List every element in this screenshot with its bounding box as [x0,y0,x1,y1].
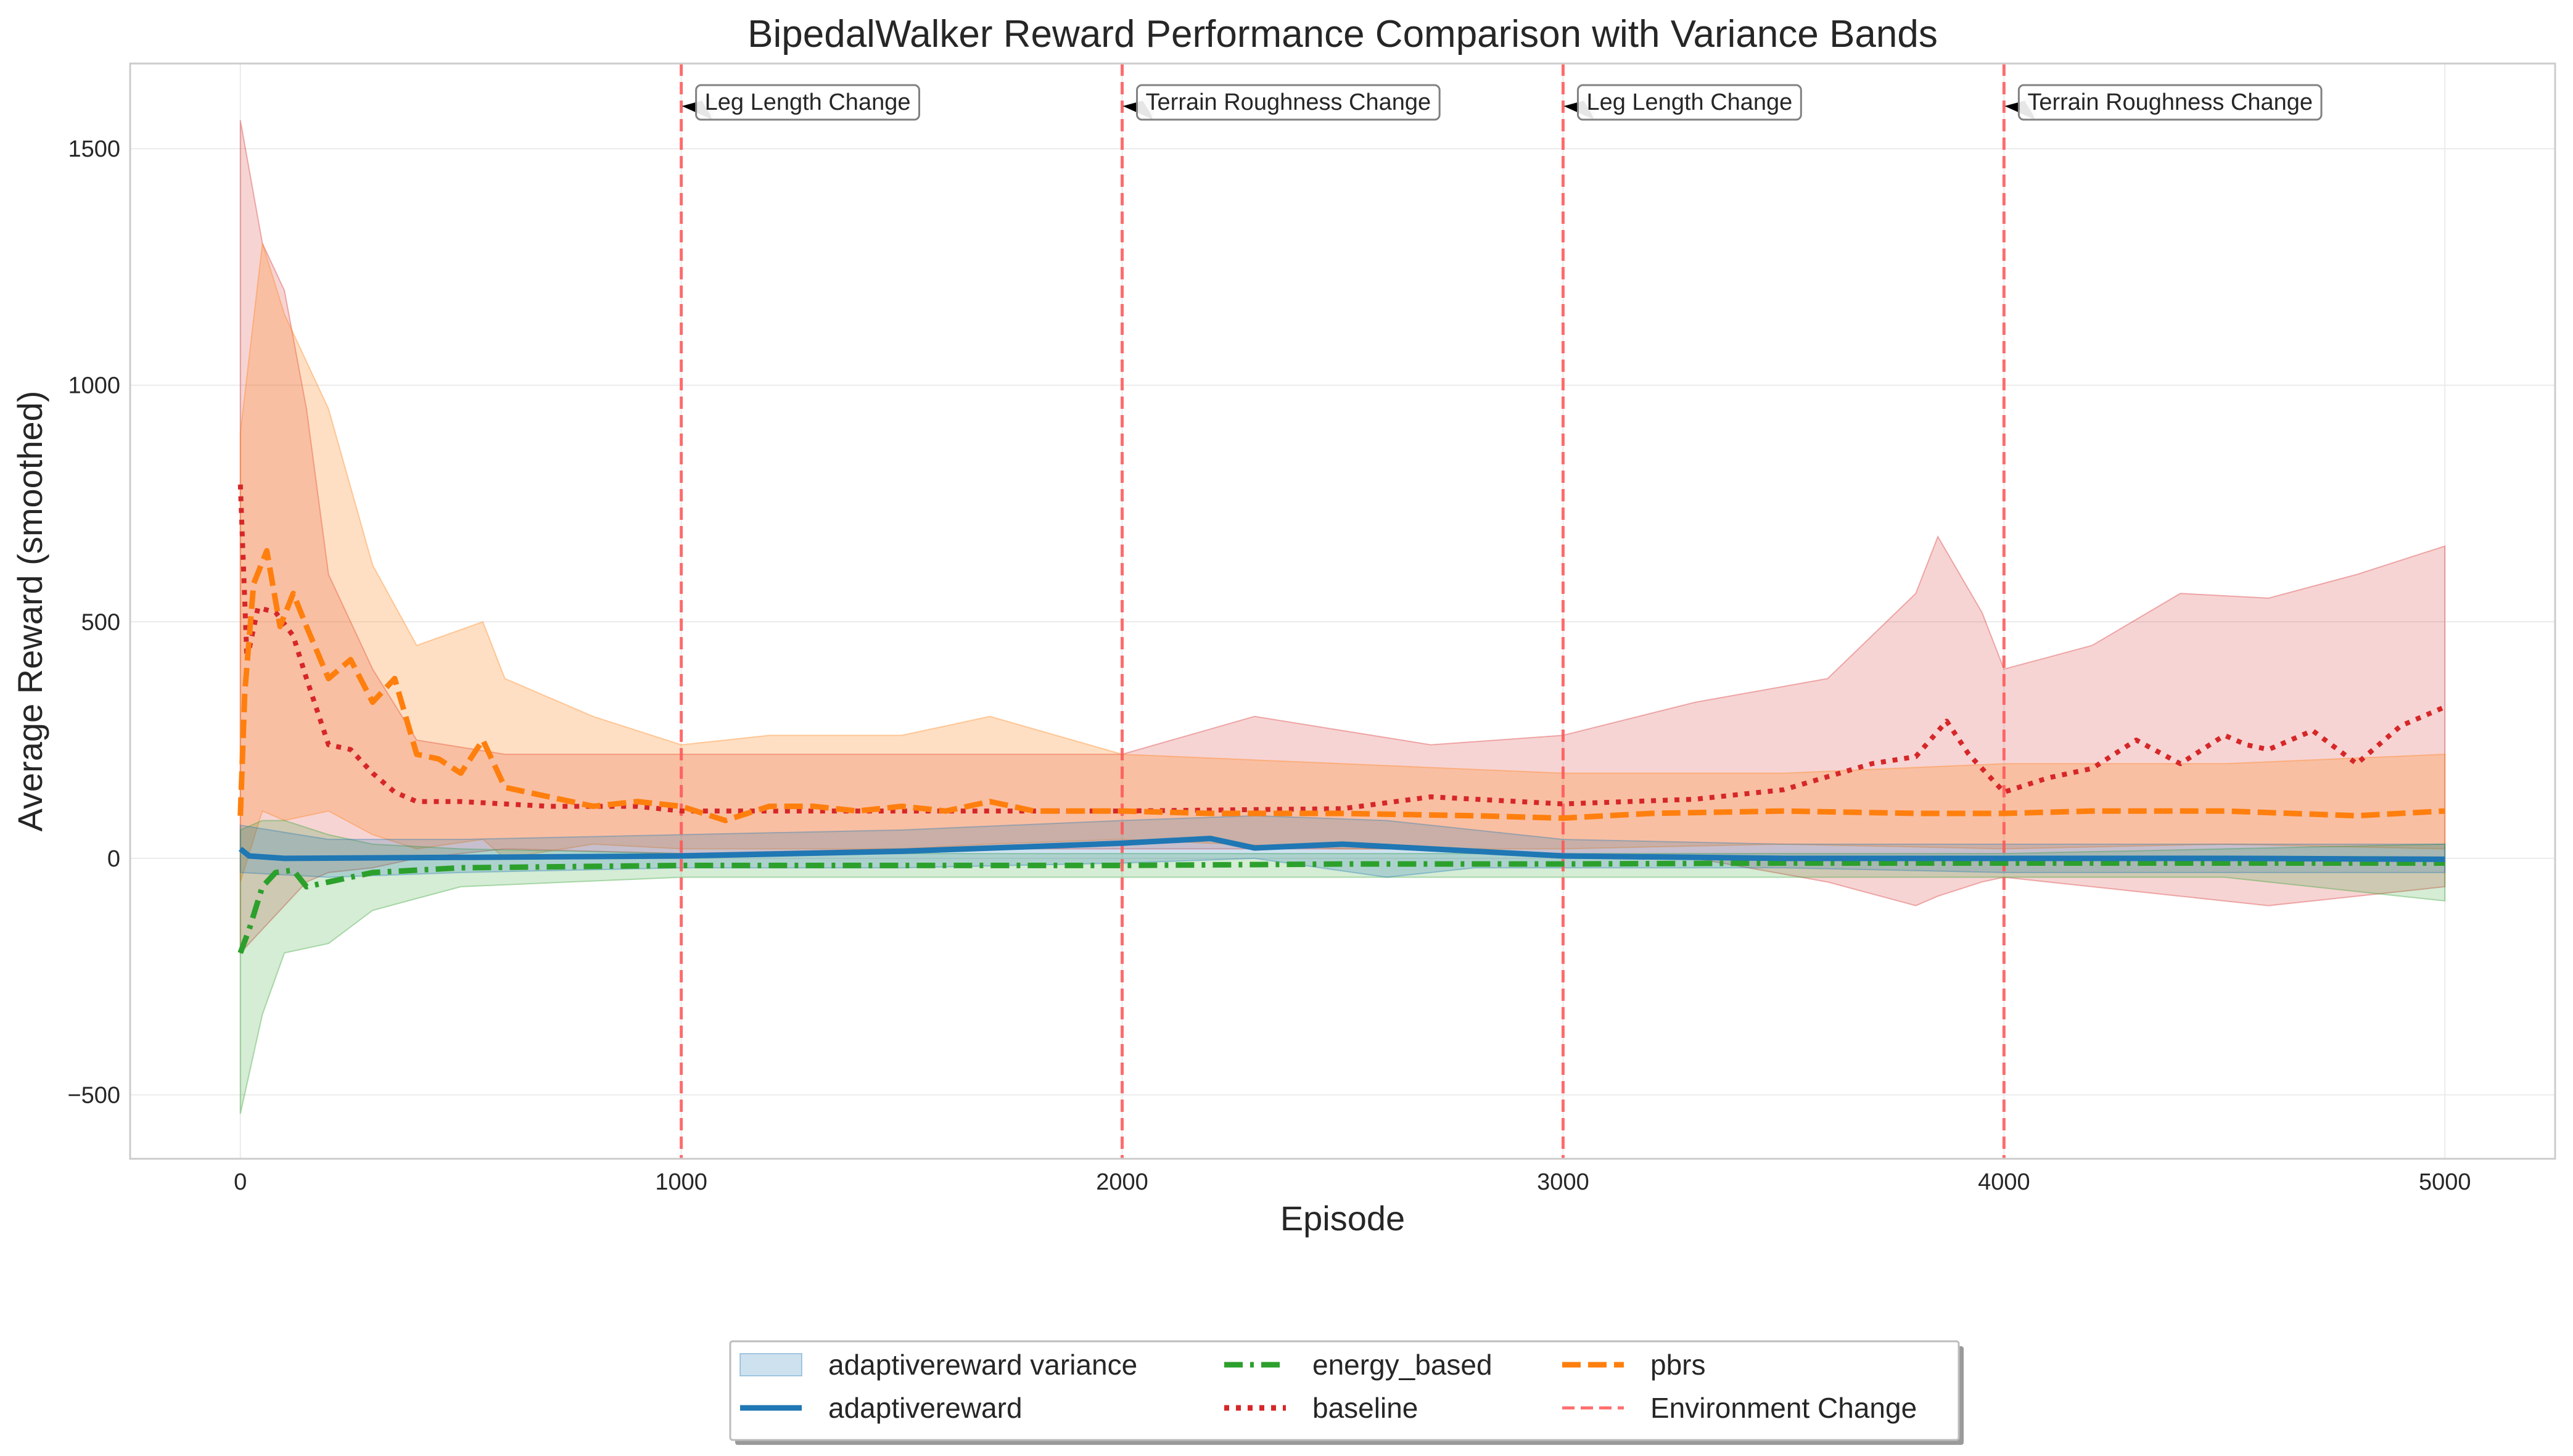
y-tick-label: −500 [67,1082,120,1108]
energy_based-line [237,860,2445,954]
annotation-box [1576,84,1802,121]
x-tick-label: 0 [234,1169,247,1195]
annotation-label: Terrain Roughness Change [2027,89,2313,115]
annotation-4: Terrain Roughness Change [2004,84,2323,121]
legend-label: baseline [1312,1392,1418,1424]
annotation-label: Terrain Roughness Change [1146,89,1431,115]
legend-label: Environment Change [1650,1392,1917,1424]
annotation-label: Leg Length Change [705,89,911,115]
energy_based-variance-band [239,820,2446,1114]
annotation-box [1136,84,1441,121]
legend-label: energy_based [1312,1349,1492,1381]
pbrs-line [237,548,2445,823]
legend-item-pbrs: pbrs [1562,1349,1705,1381]
y-tick-label: 1000 [68,373,120,399]
legend-label: adaptivereward variance [828,1349,1137,1381]
x-tick-label: 1000 [655,1169,707,1195]
environment-change-lines [680,64,2006,1159]
x-tick-label: 4000 [1978,1169,2030,1195]
y-tick-label: 500 [81,609,120,635]
x-axis-label: Episode [1280,1199,1405,1238]
annotation-box [695,84,920,121]
plot-frame [129,62,2556,1160]
annotation-1: Leg Length Change [681,84,920,121]
chart-title: BipedalWalker Reward Performance Compari… [747,13,1938,56]
y-axis-label: Average Reward (smoothed) [10,391,49,832]
legend-box [729,1340,1960,1441]
annotation-box [2017,84,2323,121]
annotation-2: Terrain Roughness Change [1122,84,1441,121]
legend-item-baseline: baseline [1224,1392,1418,1424]
x-tick-label: 2000 [1096,1169,1148,1195]
annotation-label: Leg Length Change [1586,89,1792,115]
annotations: Leg Length Change Terrain Roughness Chang… [681,84,2323,121]
x-tick-label: 5000 [2419,1169,2471,1195]
adaptivereward-line [238,836,2445,862]
baseline-variance-band [239,120,2446,955]
legend-item-energy_based: energy_based [1224,1349,1492,1381]
annotation-3: Leg Length Change [1563,84,1802,121]
y-tick-label: 1500 [68,136,120,162]
x-tick-label: 3000 [1537,1169,1589,1195]
baseline-line [237,484,2446,814]
legend-label: pbrs [1650,1349,1705,1381]
legend-item-adaptivereward: adaptivereward [740,1392,1023,1424]
legend: adaptivereward variance energy_based pbrs a… [729,1340,1964,1445]
y-tick-label: 0 [107,846,120,872]
series-lines [237,484,2446,954]
legend-item-envchange: Environment Change [1562,1392,1917,1424]
legend-swatch [739,1353,802,1376]
legend-label: adaptivereward [828,1392,1023,1424]
legend-item-band: adaptivereward variance [739,1349,1137,1381]
axis-ticks: 0 1000 2000 3000 4000 5000 −500 0 500 1000 1500 [67,136,2471,1195]
pbrs-variance-band [239,243,2446,882]
